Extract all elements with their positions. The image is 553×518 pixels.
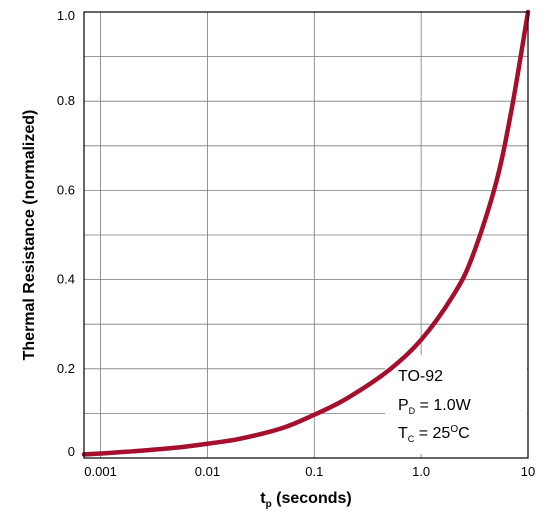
y-tick-label: 0.2 xyxy=(57,361,75,376)
annotation-line2: PD = 1.0W xyxy=(398,397,472,416)
x-axis-title-sub: p xyxy=(266,499,272,510)
y-tick-labels: 0 0.2 0.4 0.6 0.8 1.0 xyxy=(57,8,75,459)
x-tick-label: 0.001 xyxy=(84,464,117,479)
x-axis-title-main: t xyxy=(260,490,266,507)
y-tick-label: 0 xyxy=(68,444,75,459)
annotation-line3-rest: = 25 xyxy=(414,425,450,442)
annotation-line1: TO-92 xyxy=(398,368,443,385)
x-tick-label: 0.01 xyxy=(195,464,220,479)
series-layer xyxy=(81,9,531,457)
annotation: TO-92 PD = 1.0W TC = 25OC xyxy=(398,368,472,444)
annotation-line3-sup: O xyxy=(450,424,458,435)
annotation-line2-rest: = 1.0W xyxy=(415,397,471,414)
plot-frame xyxy=(83,11,529,459)
annotation-line3-sub: C xyxy=(408,434,415,444)
x-tick-label: 0.1 xyxy=(305,464,323,479)
y-tick-label: 0.6 xyxy=(57,182,75,197)
annotation-line3-main: T xyxy=(398,425,408,442)
annotation-line2-main: P xyxy=(398,397,409,414)
y-tick-label: 0.8 xyxy=(57,93,75,108)
x-tick-label: 10 xyxy=(521,464,535,479)
annotation-line3-end: C xyxy=(458,425,470,442)
annotation-box-background xyxy=(385,355,527,454)
y-tick-label: 1.0 xyxy=(57,8,75,23)
x-axis-title: tp (seconds) xyxy=(260,490,351,510)
y-tick-label: 0.4 xyxy=(57,272,75,287)
thermal-resistance-curve xyxy=(81,9,531,457)
annotation-line3: TC = 25OC xyxy=(398,424,470,444)
y-axis-title: Thermal Resistance (normalized) xyxy=(21,110,38,361)
annotation-line2-sub: D xyxy=(409,406,416,416)
x-tick-labels: 0.001 0.01 0.1 1.0 10 xyxy=(84,464,535,479)
x-axis-title-rest: (seconds) xyxy=(272,490,352,507)
x-tick-label: 1.0 xyxy=(412,464,430,479)
